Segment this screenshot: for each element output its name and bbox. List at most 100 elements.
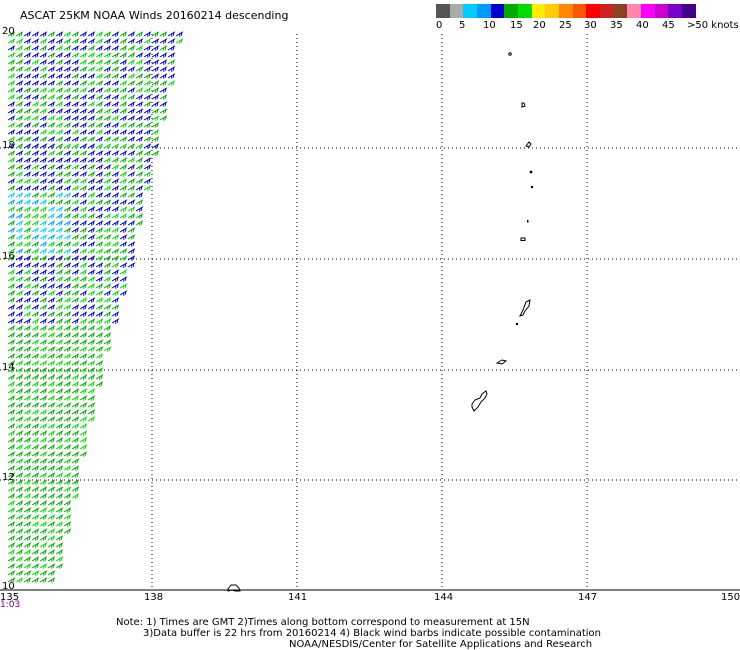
wind-barb [71, 290, 80, 296]
wind-barb [7, 304, 16, 310]
wind-barb [159, 38, 168, 44]
wind-barb [55, 171, 64, 177]
wind-barb [103, 262, 112, 268]
wind-barb [15, 521, 24, 527]
wind-barb [159, 80, 168, 86]
scale-label: 20 [533, 20, 546, 31]
wind-barb [7, 332, 16, 338]
wind-barb [79, 220, 88, 226]
wind-barb [7, 367, 16, 373]
wind-barb [31, 150, 40, 156]
wind-barb [31, 157, 40, 163]
wind-barb [63, 486, 72, 492]
wind-barb [23, 101, 32, 107]
wind-barb [127, 248, 136, 254]
wind-barb [23, 157, 32, 163]
wind-barbs [7, 31, 184, 583]
wind-barb [63, 528, 72, 534]
scale-swatch [641, 4, 655, 18]
wind-barb [95, 115, 104, 121]
wind-barb [79, 157, 88, 163]
wind-barb [55, 318, 64, 324]
wind-barb [31, 507, 40, 513]
wind-barb [39, 297, 48, 303]
wind-barb [55, 374, 64, 380]
scale-label: 0 [436, 20, 443, 31]
wind-barb [63, 318, 72, 324]
wind-barb [7, 143, 16, 149]
wind-barb [55, 129, 64, 135]
wind-barb [135, 164, 144, 170]
wind-barb [79, 115, 88, 121]
wind-barb [15, 262, 24, 268]
wind-barb [103, 199, 112, 205]
wind-barb [7, 150, 16, 156]
wind-barb [159, 31, 168, 37]
wind-barb [15, 297, 24, 303]
wind-barb [63, 360, 72, 366]
wind-barb [143, 101, 152, 107]
wind-barb [63, 339, 72, 345]
wind-barb [87, 409, 96, 415]
wind-barb [119, 122, 128, 128]
wind-barb [95, 213, 104, 219]
wind-barb [23, 136, 32, 142]
wind-barb [15, 248, 24, 254]
wind-barb [95, 290, 104, 296]
wind-barb [31, 73, 40, 79]
wind-barb [55, 423, 64, 429]
wind-barb [23, 430, 32, 436]
wind-barb [135, 192, 144, 198]
wind-barb [111, 38, 120, 44]
wind-barb [55, 549, 64, 555]
wind-barb [55, 535, 64, 541]
wind-barb [95, 283, 104, 289]
wind-barb [63, 353, 72, 359]
wind-barb [151, 66, 160, 72]
wind-barb [23, 262, 32, 268]
wind-barb [151, 115, 160, 121]
wind-barb [23, 213, 32, 219]
wind-barb [7, 136, 16, 142]
wind-barb [111, 143, 120, 149]
wind-barb [111, 213, 120, 219]
wind-barb [7, 388, 16, 394]
wind-barb [63, 157, 72, 163]
wind-barb [47, 80, 56, 86]
wind-barb [15, 171, 24, 177]
wind-barb [127, 206, 136, 212]
wind-barb [63, 227, 72, 233]
wind-barb [7, 283, 16, 289]
wind-barb [15, 416, 24, 422]
wind-barb [79, 234, 88, 240]
wind-barb [151, 45, 160, 51]
wind-barb [15, 290, 24, 296]
wind-barb [103, 59, 112, 65]
wind-barb [87, 73, 96, 79]
wind-barb [55, 304, 64, 310]
wind-barb [47, 52, 56, 58]
wind-barb [135, 73, 144, 79]
wind-barb [79, 143, 88, 149]
wind-barb [87, 115, 96, 121]
wind-barb [87, 290, 96, 296]
wind-barb [31, 423, 40, 429]
wind-barb [159, 52, 168, 58]
wind-barb [79, 318, 88, 324]
wind-barb [39, 115, 48, 121]
wind-barb [39, 220, 48, 226]
wind-barb [39, 465, 48, 471]
wind-barb [79, 66, 88, 72]
wind-speed-legend: 0 5 10 15 20 25 30 35 40 45 >50 knots [436, 4, 739, 32]
wind-barb [87, 248, 96, 254]
wind-barb [119, 101, 128, 107]
wind-barb [31, 577, 40, 583]
wind-barb [127, 31, 136, 37]
wind-barb [63, 283, 72, 289]
wind-barb [127, 136, 136, 142]
wind-barb [71, 192, 80, 198]
wind-barb [79, 227, 88, 233]
scale-label: 10 [483, 20, 496, 31]
wind-barb [15, 164, 24, 170]
